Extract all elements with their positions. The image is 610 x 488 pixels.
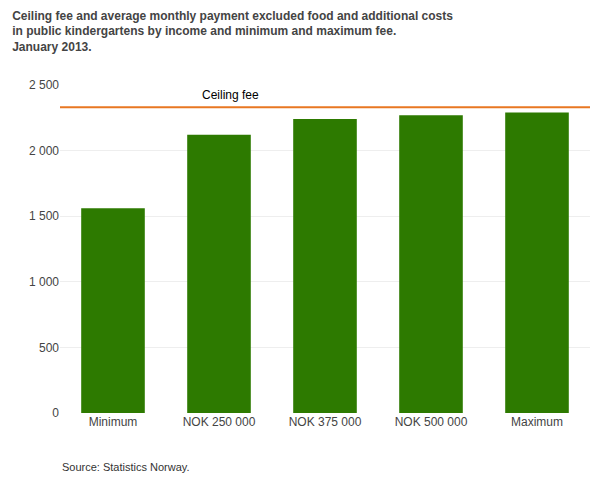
svg-text:1 000: 1 000 [29, 275, 59, 289]
svg-text:Maximum: Maximum [511, 415, 563, 429]
svg-text:Ceiling fee and average monthl: Ceiling fee and average monthly payment … [12, 9, 453, 54]
svg-text:500: 500 [39, 341, 59, 355]
svg-text:0: 0 [52, 406, 59, 420]
svg-text:2 000: 2 000 [29, 144, 59, 158]
svg-text:NOK 375 000: NOK 375 000 [289, 415, 362, 429]
svg-text:2 500: 2 500 [29, 78, 59, 92]
svg-text:Minimum: Minimum [89, 415, 138, 429]
svg-text:NOK 250 000: NOK 250 000 [183, 415, 256, 429]
svg-text:1 500: 1 500 [29, 209, 59, 223]
svg-text:NOK 500 000: NOK 500 000 [395, 415, 468, 429]
svg-text:Source: Statistics Norway.: Source: Statistics Norway. [62, 461, 190, 473]
svg-text:Ceiling fee: Ceiling fee [202, 88, 259, 102]
